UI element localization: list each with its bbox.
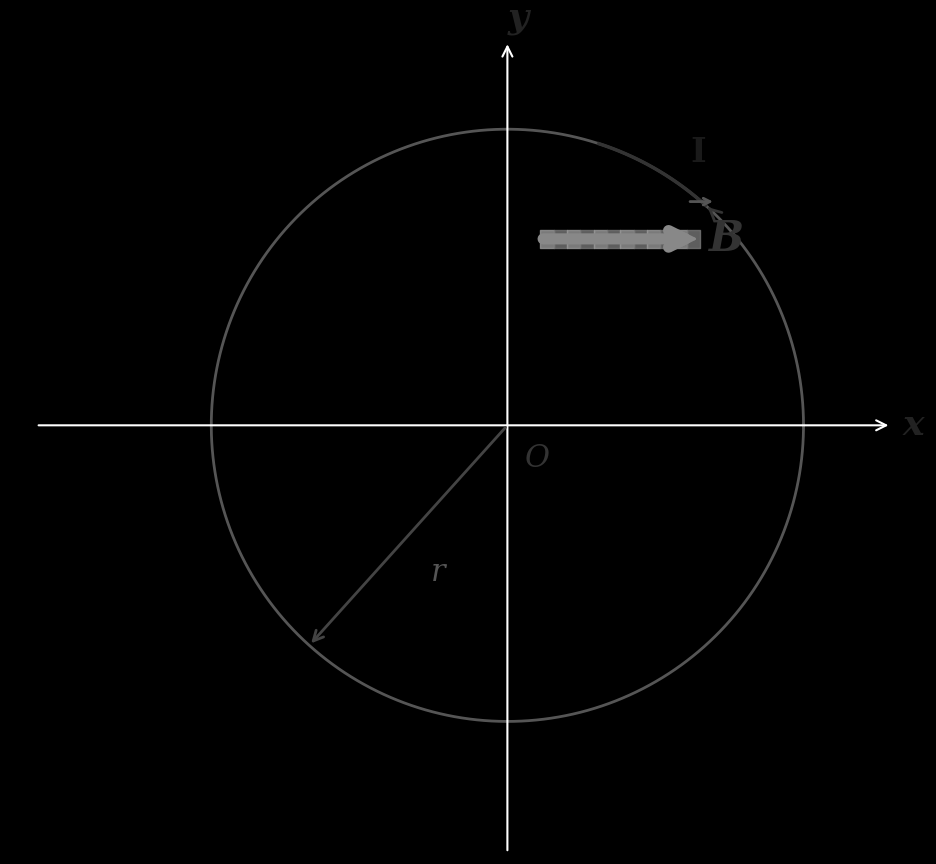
Text: x: x [902, 409, 924, 442]
Text: I: I [691, 136, 707, 168]
Text: r: r [431, 557, 446, 588]
Text: B: B [709, 218, 744, 260]
Text: y: y [508, 1, 529, 35]
Text: O: O [525, 443, 550, 473]
